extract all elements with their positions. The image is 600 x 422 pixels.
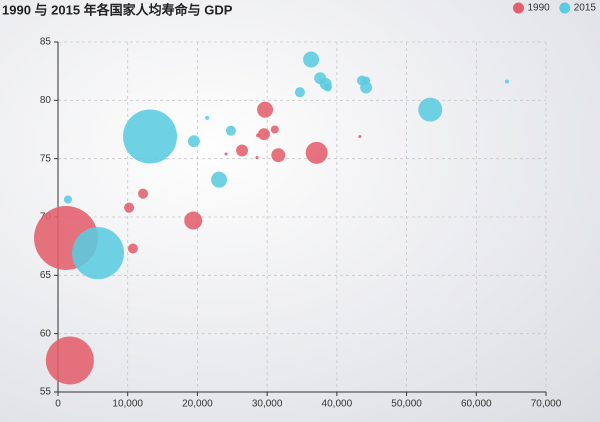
- x-tick-label: 30,000: [252, 399, 283, 410]
- bubble: [211, 171, 228, 188]
- legend-label: 2015: [574, 3, 597, 14]
- x-tick-label: 0: [55, 399, 61, 410]
- bubble: [270, 125, 279, 134]
- bubble: [271, 148, 286, 163]
- bubble: [124, 202, 135, 213]
- bubble: [236, 144, 249, 157]
- bubble: [224, 152, 228, 156]
- bubble: [72, 227, 125, 280]
- bubble: [45, 336, 94, 385]
- y-tick-label: 75: [40, 153, 52, 164]
- y-tick-label: 85: [40, 37, 52, 48]
- bubble: [205, 115, 210, 120]
- bubble: [225, 125, 236, 136]
- x-tick-label: 60,000: [461, 399, 492, 410]
- bubble: [187, 135, 200, 148]
- bubble: [256, 133, 261, 138]
- bubble: [184, 211, 203, 230]
- bubble: [255, 155, 259, 160]
- bubble: [358, 134, 362, 139]
- legend-marker: [513, 2, 524, 14]
- legend-label: 1990: [528, 3, 551, 14]
- bubble: [360, 81, 373, 94]
- bubble: [127, 243, 138, 254]
- bubble: [504, 79, 509, 84]
- bubble: [258, 128, 270, 141]
- x-tick-label: 20,000: [182, 399, 213, 410]
- y-tick-label: 60: [40, 328, 52, 339]
- bubble: [418, 97, 443, 122]
- y-tick-label: 55: [40, 387, 52, 398]
- y-tick-label: 80: [40, 95, 52, 106]
- bubble: [63, 195, 72, 204]
- bubble: [303, 51, 320, 68]
- x-tick-label: 50,000: [391, 399, 422, 410]
- bubble: [323, 83, 332, 92]
- bubble: [138, 188, 149, 199]
- x-tick-label: 10,000: [112, 399, 143, 410]
- y-tick-label: 65: [40, 270, 52, 281]
- bubble: [294, 87, 305, 98]
- x-tick-label: 40,000: [322, 399, 353, 410]
- chart-title: 1990 与 2015 年各国家人均寿命与 GDP: [2, 2, 233, 17]
- bubble: [257, 101, 274, 118]
- bubble: [123, 109, 178, 164]
- bubble: [305, 141, 328, 164]
- legend-marker: [559, 2, 571, 14]
- x-tick-label: 70,000: [531, 399, 562, 410]
